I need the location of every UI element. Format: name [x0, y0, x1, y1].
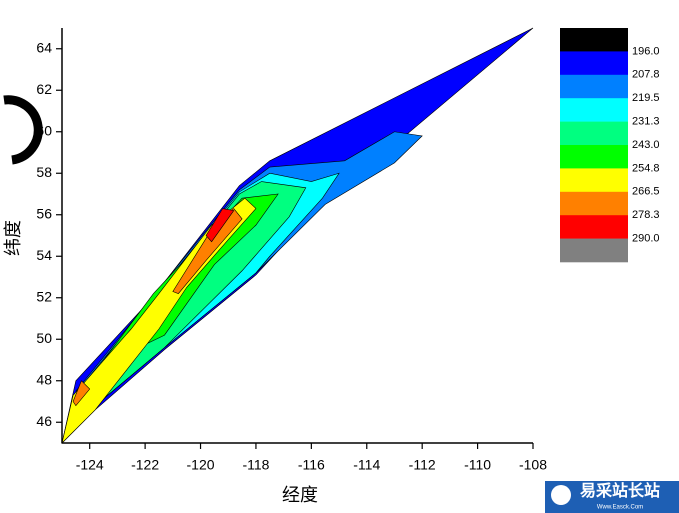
watermark: 易采站长站 Www.Easck.Com [545, 481, 679, 513]
y-tick-label: 54 [36, 247, 52, 263]
colorbar-label: 207.8 [632, 69, 660, 81]
colorbar-swatch [560, 238, 628, 263]
x-tick-label: -108 [519, 457, 547, 473]
colorbar-swatch [560, 145, 628, 169]
y-tick-label: 50 [36, 330, 52, 346]
y-tick-label: 46 [36, 413, 52, 429]
plot-area [61, 27, 534, 444]
colorbar-label: 219.5 [632, 92, 660, 104]
colorbar-label: 243.0 [632, 139, 660, 151]
colorbar-swatch [560, 51, 628, 76]
colorbar-swatch [560, 98, 628, 122]
y-tick-label: 58 [36, 164, 52, 180]
colorbar-swatch [560, 215, 628, 239]
contour-region [61, 27, 534, 444]
colorbar-label: 290.0 [632, 233, 660, 245]
contour-region [61, 197, 257, 444]
colorbar-label: 196.0 [632, 45, 660, 57]
y-tick-label: 52 [36, 288, 52, 304]
y-tick-label: 64 [36, 39, 52, 55]
colorbar-label: 278.3 [632, 209, 660, 221]
colorbar-swatch [560, 28, 628, 52]
colorbar-swatch [560, 191, 628, 216]
watermark-title: 易采站长站 [580, 481, 660, 500]
contour-region [205, 208, 235, 243]
colorbar-label: 266.5 [632, 186, 660, 198]
x-tick-label: -124 [76, 457, 104, 473]
contour-region [72, 380, 91, 407]
x-tick-label: -114 [353, 457, 380, 473]
colorbar-swatch [560, 121, 628, 146]
y-tick-label: 48 [36, 371, 52, 387]
y-axis-title: 纬度 [3, 220, 24, 256]
y-tick-label: 60 [36, 122, 52, 138]
decoration-arc [3, 95, 43, 165]
colorbar-swatch [560, 74, 628, 99]
watermark-subtitle: Www.Easck.Com [597, 505, 643, 511]
colorbar-label: 254.8 [632, 162, 660, 174]
x-tick-label: -118 [242, 457, 269, 473]
x-tick-label: -120 [187, 457, 215, 473]
y-tick-label: 62 [36, 81, 52, 97]
x-tick-label: -112 [409, 457, 436, 473]
x-tick-label: -110 [464, 457, 491, 473]
x-tick-label: -122 [131, 457, 159, 473]
watermark-logo [551, 485, 571, 505]
colorbar-label: 231.3 [632, 116, 660, 128]
x-tick-label: -116 [298, 457, 325, 473]
colorbar-swatch [560, 168, 628, 193]
x-axis-title: 经度 [282, 485, 318, 506]
y-tick-label: 56 [36, 205, 52, 221]
